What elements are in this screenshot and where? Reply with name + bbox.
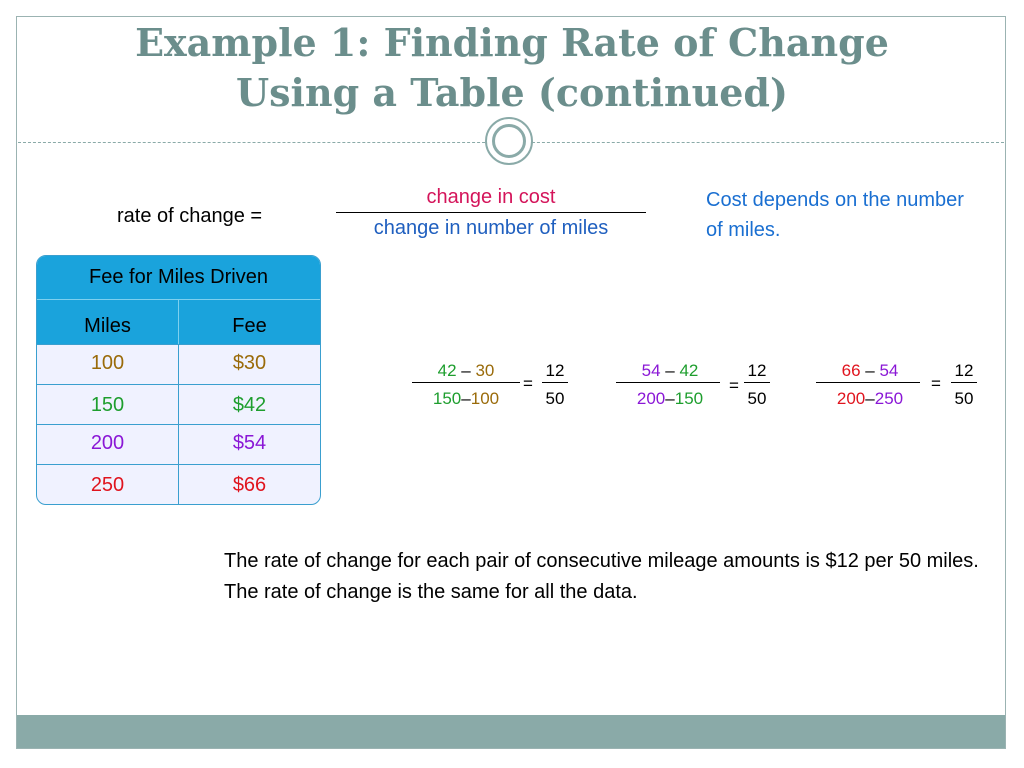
calc-3-result-bar [951, 382, 977, 383]
calc-3-numerator: 66 – 54 [820, 360, 920, 382]
calc-1-num-b: 30 [475, 361, 495, 380]
calc-3-equals: = [931, 374, 941, 393]
rate-of-change-label: rate of change = [117, 205, 263, 227]
slide-title-line-2: Using a Table (continued) [236, 70, 788, 115]
calc-3-den-b: 250 [874, 389, 904, 408]
calc-2-result-bar [744, 382, 770, 383]
fee-table: Fee for Miles Driven Miles Fee 100 $30 1… [36, 255, 321, 505]
footer-band [17, 715, 1005, 748]
calc-3-fraction-bar [816, 382, 920, 383]
calc-1-result-den: 50 [545, 389, 565, 408]
slide-title: Example 1: Finding Rate of Change Using … [30, 18, 994, 118]
table-row: 150 $42 [37, 384, 320, 424]
calc-3-minus-bottom: – [865, 389, 875, 408]
formula-fraction-bar [336, 212, 646, 213]
calc-1-num-a: 42 [437, 361, 457, 380]
fee-cell: $66 [232, 474, 267, 496]
column-header-miles: Miles [37, 300, 179, 344]
slide-title-line-1: Example 1: Finding Rate of Change [135, 20, 889, 65]
table-row: 250 $66 [37, 464, 320, 504]
calc-1-numerator: 42 – 30 [416, 360, 516, 382]
miles-cell: 150 [37, 385, 179, 424]
calc-2-numerator: 54 – 42 [620, 360, 720, 382]
calc-2-result-den: 50 [747, 389, 767, 408]
calc-2-result-num: 12 [747, 361, 767, 380]
fee-table-header-row: Miles Fee [37, 299, 320, 344]
calc-2-den-a: 200 [636, 389, 666, 408]
miles-cell: 200 [37, 425, 179, 464]
fee-cell: $54 [232, 432, 267, 454]
miles-cell: 250 [37, 465, 179, 504]
calc-3-minus-top: – [865, 361, 875, 380]
dependency-note: Cost depends on the number of miles. [706, 189, 964, 241]
calc-2-num-a: 54 [641, 361, 661, 380]
formula-denominator: change in number of miles [373, 217, 609, 239]
calc-1-result-bar [542, 382, 568, 383]
calc-3-denominator: 200–250 [820, 388, 920, 410]
fee-table-title: Fee for Miles Driven [37, 256, 320, 299]
calc-3-num-a: 66 [841, 361, 861, 380]
calc-2-num-b: 42 [679, 361, 699, 380]
calc-3-num-b: 54 [879, 361, 899, 380]
table-row: 200 $54 [37, 424, 320, 464]
calc-1-minus-bottom: – [461, 389, 471, 408]
calc-3-den-a: 200 [836, 389, 866, 408]
circle-ornament-icon [485, 117, 533, 165]
summary-text: The rate of change for each pair of cons… [224, 550, 979, 603]
calc-1-denominator: 150–100 [416, 388, 516, 410]
fee-cell: $30 [232, 352, 267, 374]
calc-1-minus-top: – [461, 361, 471, 380]
calc-2-denominator: 200–150 [620, 388, 720, 410]
calc-1-den-a: 150 [432, 389, 462, 408]
formula-numerator: change in cost [426, 186, 556, 208]
calc-2-equals: = [729, 376, 739, 395]
calc-2-fraction-bar [616, 382, 720, 383]
calc-2-minus-top: – [665, 361, 675, 380]
column-header-fee: Fee [179, 300, 320, 344]
calculation-1: 42 – 30 150–100 = 12 50 [410, 360, 580, 412]
fee-cell: $42 [232, 394, 267, 416]
calculation-2: 54 – 42 200–150 = 12 50 [614, 360, 784, 412]
calculation-3: 66 – 54 200–250 = 12 50 [814, 360, 994, 412]
calc-3-result-den: 50 [954, 389, 974, 408]
calc-2-minus-bottom: – [665, 389, 675, 408]
calc-1-fraction-bar [412, 382, 520, 383]
calc-1-equals: = [523, 374, 533, 393]
calc-2-den-b: 150 [674, 389, 704, 408]
calc-3-result-num: 12 [954, 361, 974, 380]
table-row: 100 $30 [37, 344, 320, 384]
calc-1-result-num: 12 [545, 361, 565, 380]
calc-1-den-b: 100 [470, 389, 500, 408]
miles-cell: 100 [37, 345, 179, 384]
